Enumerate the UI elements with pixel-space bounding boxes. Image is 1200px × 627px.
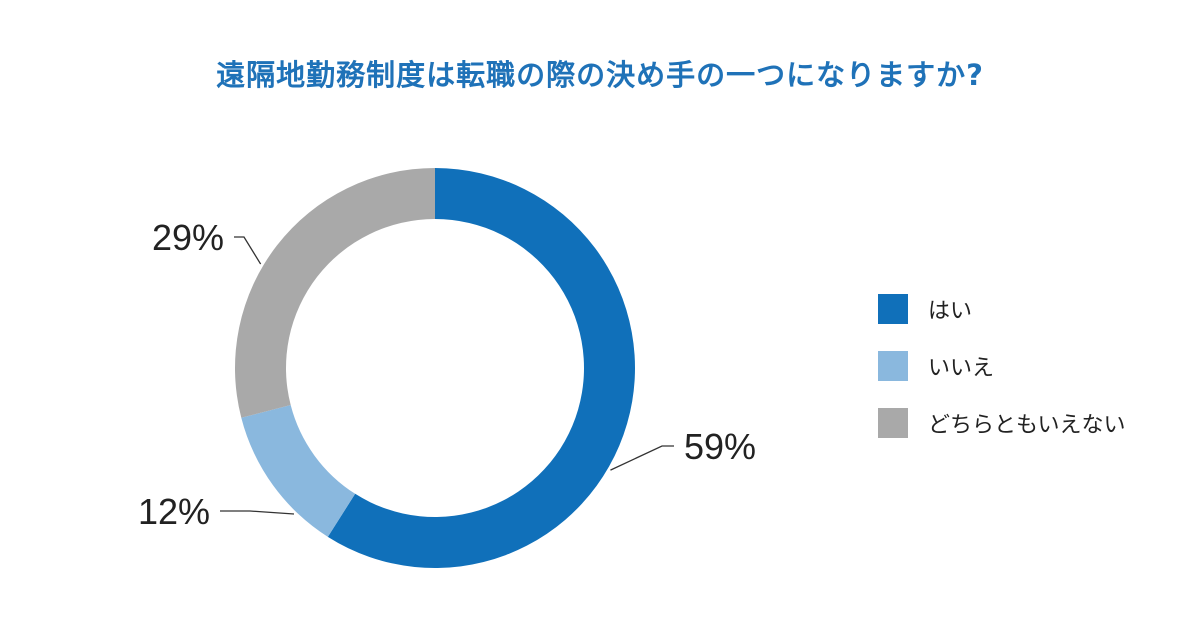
slice-yes [327,168,635,568]
value-labels: 59% 12% 29% [138,217,756,532]
legend-swatch-neutral [878,408,908,438]
chart-title: 遠隔地勤務制度は転職の際の決め手の一つになりますか? [216,58,984,92]
leader-line-no [220,510,295,515]
leader-line-neutral [234,236,262,265]
leader-line-yes [610,445,674,471]
legend-item-neutral: どちらともいえない [878,408,1126,438]
donut-slices [235,168,635,568]
legend-item-yes: はい [878,294,1126,324]
slice-no [241,405,356,537]
legend-label-neutral: どちらともいえない [928,413,1126,438]
value-label-neutral: 29% [152,217,224,258]
legend-swatch-yes [878,294,908,324]
leader-lines [220,236,674,515]
legend-label-no: いいえ [928,356,995,381]
legend: はい いいえ どちらともいえない [878,294,1126,465]
legend-label-yes: はい [928,299,973,324]
value-label-no: 12% [138,491,210,532]
legend-swatch-no [878,351,908,381]
value-label-yes: 59% [684,426,756,467]
legend-item-no: いいえ [878,351,1126,381]
slice-neutral [235,168,435,418]
